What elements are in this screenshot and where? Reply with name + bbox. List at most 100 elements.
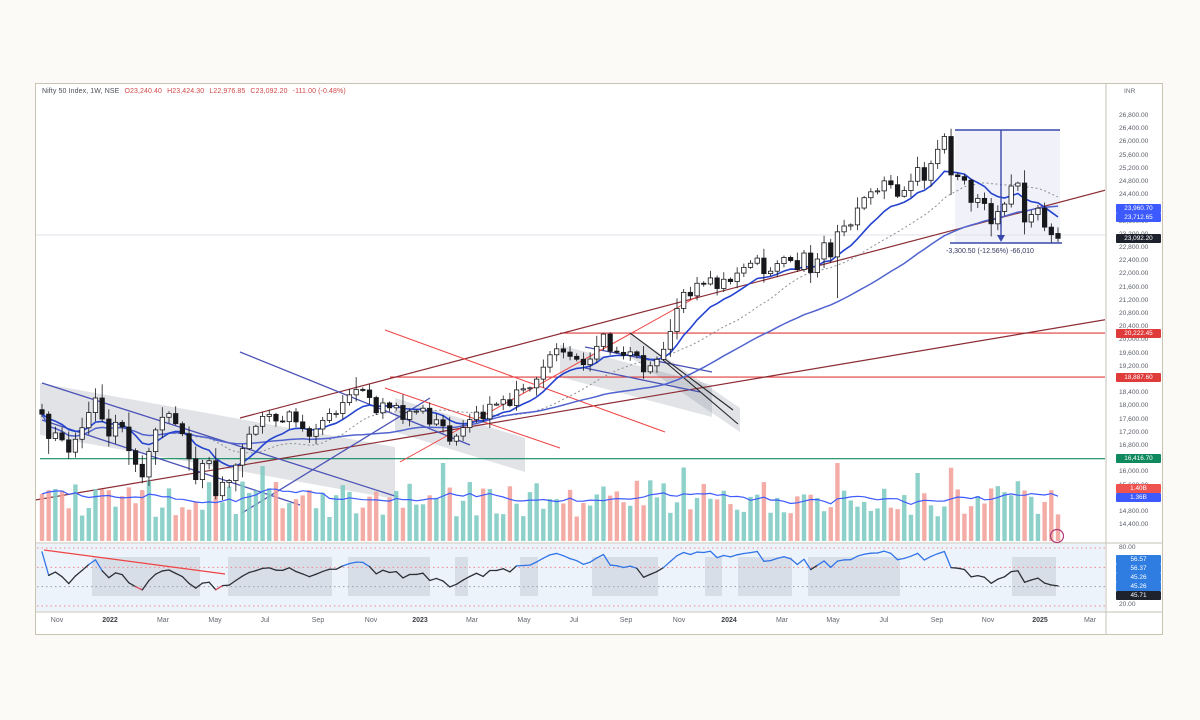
time-axis-tick: Mar [1083,617,1097,624]
volume-bar [213,487,218,541]
price-axis-tick: 22,000.00 [1119,270,1149,278]
candle [346,394,353,403]
volume-bar [454,516,459,541]
volume-bar [1042,501,1047,541]
volume-bar [641,505,646,541]
volume-bar [755,494,760,541]
price-axis-tick: 16,000.00 [1119,468,1149,476]
chart-legend: Nifty 50 Index, 1W, NSE O23,240.40 H23,4… [42,88,349,95]
candle [654,358,660,367]
candle [607,333,613,352]
volume-bar [1002,492,1007,541]
price-pane[interactable] [35,129,1163,514]
volume-pane[interactable] [39,463,1061,541]
candle [186,433,192,460]
candle [988,203,994,225]
candle [393,405,399,409]
maroon-trendline [36,319,1105,501]
time-axis-tick: Mar [465,617,479,624]
price-axis-tick: 18,000.00 [1119,402,1149,410]
volume-bar [614,491,620,541]
price-axis-tick: 25,600.00 [1119,151,1149,159]
candle [380,402,386,414]
volume-bar [260,466,265,541]
candle [400,405,406,420]
time-axis-tick: Nov [50,617,64,624]
time-axis-tick: Jul [569,617,579,624]
price-axis-tick: 22,400.00 [1119,257,1149,265]
rsi-pane[interactable] [36,544,1106,611]
volume-bar [902,495,907,541]
candle [540,366,546,380]
candle [386,402,393,409]
volume-bar [708,498,713,541]
volume-bar [186,509,192,541]
volume-bar [414,504,419,541]
candle [293,411,299,423]
volume-bar [895,509,900,541]
candle [433,419,439,425]
volume-bar [694,497,700,541]
candle [1042,207,1048,228]
legend-open: O23,240.40 [124,88,163,95]
volume-bar [861,501,867,541]
rsi-gray-band [455,557,468,596]
volume-bar [928,505,934,541]
candle [92,397,99,413]
volume-bar [547,499,553,541]
candle [861,197,867,209]
candle [634,351,640,356]
sma20-line [41,182,1059,454]
volume-bar [942,506,947,541]
rsi-value-label: 45.26 [1116,573,1161,582]
price-axis-tick: 20,000.00 [1119,336,1149,344]
volume-bar [527,492,533,541]
ma-value-label: 23,960.70 [1116,204,1161,213]
candle [273,413,279,422]
candle [266,413,272,417]
candle [868,191,874,199]
time-axis-tick: 2022 [102,617,118,624]
volume-bar [567,489,573,541]
volume-bar [400,507,406,541]
volume-bar [988,488,994,541]
time-axis-tick: Mar [156,617,170,624]
volume-bar [628,505,633,541]
candle [534,378,540,389]
candle [888,180,894,186]
candle [239,448,246,466]
candle [340,402,346,414]
candle [788,257,794,261]
candle [574,355,580,360]
volume-bar [701,483,706,541]
volume-bar [193,501,198,541]
candle [707,277,714,285]
candle [821,242,827,260]
volume-bar [801,494,807,541]
time-axis-tick: May [517,617,531,624]
last-price-label: 23,092.20 [1116,233,1161,243]
candle [233,464,239,481]
volume-bar [768,512,773,541]
candle [921,167,927,181]
volume-bar [206,482,212,541]
candle [1055,233,1061,239]
candle [928,163,934,181]
candle [681,291,687,309]
volume-bar [153,516,158,541]
legend-change: -111.00 (-0.48%) [292,88,346,95]
candle [741,266,747,274]
volume-circle-annotation [1049,528,1065,544]
volume-bar [374,491,379,541]
candle [420,407,426,412]
candle [213,460,219,497]
candle [694,282,700,297]
candle [547,354,553,368]
volume-bar [955,489,960,541]
volume-bar [835,463,840,541]
volume-bar [247,492,252,541]
time-axis-tick: 2024 [721,617,737,624]
volume-bar [521,516,526,541]
candle [86,412,92,429]
